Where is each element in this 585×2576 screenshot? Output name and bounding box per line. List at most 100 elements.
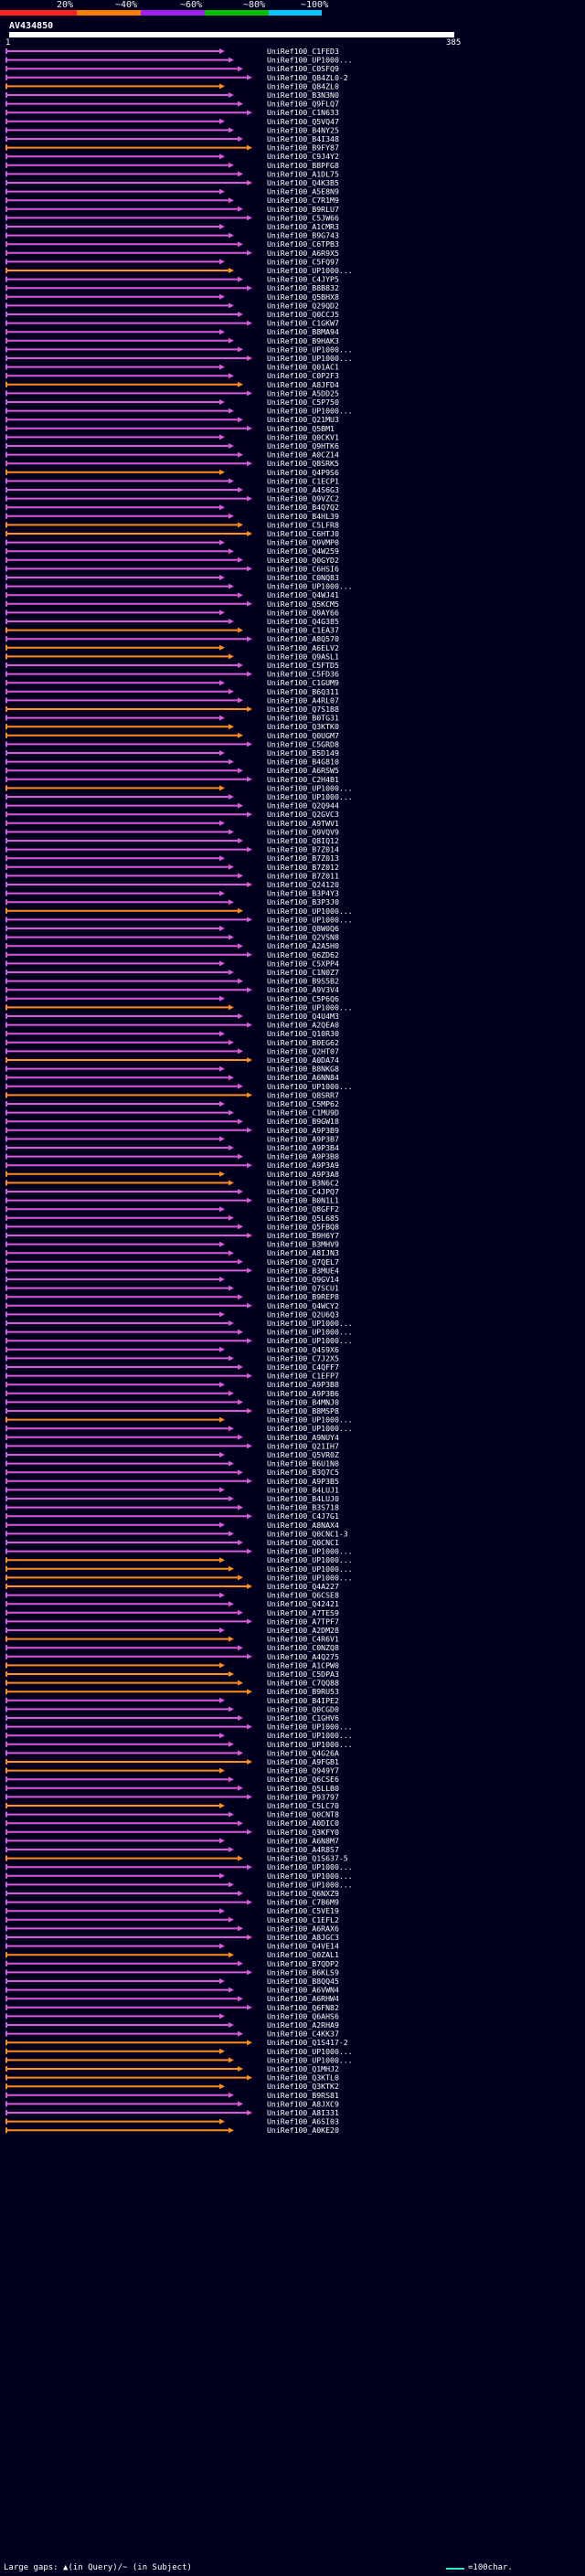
- hit-label[interactable]: UniRef100_UP1000...: [267, 407, 353, 416]
- hit-label[interactable]: UniRef100_B0EG62: [267, 1038, 339, 1047]
- hit-label[interactable]: UniRef100_A8NAX4: [267, 1521, 339, 1530]
- hit-label[interactable]: UniRef100_B3MUE4: [267, 1266, 339, 1275]
- hit-label[interactable]: UniRef100_A2QEA0: [267, 1021, 339, 1030]
- hit-label[interactable]: UniRef100_Q21IH7: [267, 1441, 339, 1450]
- hit-label[interactable]: UniRef100_Q9ASL1: [267, 652, 339, 661]
- hit-label[interactable]: UniRef100_C0P2F3: [267, 371, 339, 380]
- hit-label[interactable]: UniRef100_B8PFG8: [267, 161, 339, 170]
- hit-label[interactable]: UniRef100_A6RHW4: [267, 1994, 339, 2003]
- hit-label[interactable]: UniRef100_Q3KTK2: [267, 2082, 339, 2091]
- hit-label[interactable]: UniRef100_UP1000...: [267, 783, 353, 792]
- hit-label[interactable]: UniRef100_Q5BHX8: [267, 292, 339, 302]
- hit-label[interactable]: UniRef100_A5DD25: [267, 388, 339, 398]
- hit-label[interactable]: UniRef100_B7Z011: [267, 871, 339, 880]
- hit-label[interactable]: UniRef100_B9H6Y7: [267, 1231, 339, 1240]
- hit-label[interactable]: UniRef100_C7QQ88: [267, 1679, 339, 1688]
- hit-label[interactable]: UniRef100_B7Z012: [267, 863, 339, 872]
- hit-label[interactable]: UniRef100_C1GHV6: [267, 1713, 339, 1723]
- hit-label[interactable]: UniRef100_UP1000...: [267, 1336, 353, 1345]
- hit-label[interactable]: UniRef100_Q4WJ41: [267, 590, 339, 599]
- hit-label[interactable]: UniRef100_UP1000...: [267, 1740, 353, 1749]
- hit-label[interactable]: UniRef100_C1GKW7: [267, 319, 339, 328]
- hit-label[interactable]: UniRef100_Q3KTK0: [267, 722, 339, 731]
- hit-label[interactable]: UniRef100_A1DL75: [267, 169, 339, 178]
- hit-label[interactable]: UniRef100_Q1MHJ2: [267, 2064, 339, 2073]
- hit-label[interactable]: UniRef100_B4LUJ0: [267, 1494, 339, 1503]
- hit-label[interactable]: UniRef100_A9P3B9: [267, 1126, 339, 1135]
- hit-label[interactable]: UniRef100_C1N633: [267, 108, 339, 117]
- hit-label[interactable]: UniRef100_A7TPF7: [267, 1617, 339, 1626]
- hit-label[interactable]: UniRef100_Q84ZL0: [267, 81, 339, 90]
- hit-label[interactable]: UniRef100_A9P3A9: [267, 1161, 339, 1170]
- hit-label[interactable]: UniRef100_A7TES9: [267, 1608, 339, 1617]
- hit-label[interactable]: UniRef100_Q3KFY0: [267, 1828, 339, 1837]
- hit-label[interactable]: UniRef100_B9RU53: [267, 1687, 339, 1696]
- hit-label[interactable]: UniRef100_Q8SRR7: [267, 1090, 339, 1099]
- hit-label[interactable]: UniRef100_UP1000...: [267, 56, 353, 65]
- hit-label[interactable]: UniRef100_C7R1M9: [267, 196, 339, 205]
- hit-label[interactable]: UniRef100_Q5BM1: [267, 424, 335, 433]
- hit-label[interactable]: UniRef100_Q0UGM7: [267, 731, 339, 740]
- hit-label[interactable]: UniRef100_C1FED3: [267, 47, 339, 56]
- hit-label[interactable]: UniRef100_Q4A227: [267, 1582, 339, 1591]
- hit-label[interactable]: UniRef100_B9G743: [267, 231, 339, 240]
- hit-label[interactable]: UniRef100_Q7S1B8: [267, 705, 339, 714]
- hit-label[interactable]: UniRef100_Q5FBQ8: [267, 1222, 339, 1231]
- hit-label[interactable]: UniRef100_UP1000...: [267, 1547, 353, 1556]
- hit-label[interactable]: UniRef100_A6RAX6: [267, 1924, 339, 1933]
- hit-label[interactable]: UniRef100_Q9VQV9: [267, 827, 339, 836]
- hit-label[interactable]: UniRef100_UP1000...: [267, 1002, 353, 1012]
- hit-label[interactable]: UniRef100_UP1000...: [267, 582, 353, 591]
- hit-label[interactable]: UniRef100_B0N1L1: [267, 1196, 339, 1205]
- hit-label[interactable]: UniRef100_Q4WCY2: [267, 1301, 339, 1310]
- hit-label[interactable]: UniRef100_Q9VZC2: [267, 494, 339, 504]
- hit-label[interactable]: UniRef100_UP1000...: [267, 266, 353, 275]
- hit-label[interactable]: UniRef100_UP1000...: [267, 792, 353, 801]
- hit-label[interactable]: UniRef100_B8B832: [267, 283, 339, 292]
- hit-label[interactable]: UniRef100_A6N8M7: [267, 1836, 339, 1845]
- hit-label[interactable]: UniRef100_Q5VQ47: [267, 117, 339, 126]
- hit-label[interactable]: UniRef100_Q1S417-2: [267, 2038, 348, 2047]
- hit-label[interactable]: UniRef100_UP1000...: [267, 2055, 353, 2064]
- hit-label[interactable]: UniRef100_C5MP62: [267, 1099, 339, 1108]
- hit-label[interactable]: UniRef100_B4MNJ0: [267, 1397, 339, 1406]
- hit-label[interactable]: UniRef100_A2RHA9: [267, 2020, 339, 2030]
- hit-label[interactable]: UniRef100_C1MU9D: [267, 1108, 339, 1118]
- hit-label[interactable]: UniRef100_B4IPE2: [267, 1696, 339, 1705]
- hit-label[interactable]: UniRef100_Q7QEL7: [267, 1257, 339, 1267]
- hit-label[interactable]: UniRef100_A9FGB1: [267, 1757, 339, 1766]
- hit-label[interactable]: UniRef100_C4J7G1: [267, 1511, 339, 1521]
- hit-label[interactable]: UniRef100_A2A5H0: [267, 941, 339, 950]
- hit-label[interactable]: UniRef100_Q3KTL0: [267, 2073, 339, 2083]
- hit-label[interactable]: UniRef100_Q4S9X6: [267, 1345, 339, 1354]
- hit-label[interactable]: UniRef100_A8Q570: [267, 634, 339, 643]
- hit-label[interactable]: UniRef100_B6U1N0: [267, 1459, 339, 1468]
- hit-label[interactable]: UniRef100_Q4VE14: [267, 1942, 339, 1951]
- hit-label[interactable]: UniRef100_A6ELV2: [267, 643, 339, 652]
- hit-label[interactable]: UniRef100_C1EFP7: [267, 1372, 339, 1381]
- hit-label[interactable]: UniRef100_Q8SRK5: [267, 459, 339, 468]
- hit-label[interactable]: UniRef100_C4JYP5: [267, 275, 339, 284]
- hit-label[interactable]: UniRef100_Q01AC1: [267, 363, 339, 372]
- hit-label[interactable]: UniRef100_UP1000...: [267, 1555, 353, 1564]
- hit-label[interactable]: UniRef100_UP1000...: [267, 1880, 353, 1889]
- hit-label[interactable]: UniRef100_Q9HTK6: [267, 441, 339, 451]
- hit-label[interactable]: UniRef100_Q6AHS6: [267, 2011, 339, 2020]
- hit-label[interactable]: UniRef100_Q2GVC3: [267, 810, 339, 819]
- hit-label[interactable]: UniRef100_B4Q7Q2: [267, 503, 339, 512]
- hit-label[interactable]: UniRef100_A8I331: [267, 2108, 339, 2117]
- hit-label[interactable]: UniRef100_Q9FLQ7: [267, 100, 339, 109]
- hit-label[interactable]: UniRef100_A9P3A8: [267, 1170, 339, 1179]
- hit-label[interactable]: UniRef100_A8JXC9: [267, 2099, 339, 2108]
- hit-label[interactable]: UniRef100_Q6NXZ9: [267, 1889, 339, 1898]
- hit-label[interactable]: UniRef100_A0CZ14: [267, 451, 339, 460]
- hit-label[interactable]: UniRef100_Q4G26A: [267, 1748, 339, 1757]
- hit-label[interactable]: UniRef100_C5VE19: [267, 1906, 339, 1915]
- hit-label[interactable]: UniRef100_Q2Q944: [267, 801, 339, 811]
- hit-label[interactable]: UniRef100_C1GUM9: [267, 678, 339, 687]
- hit-label[interactable]: UniRef100_B3N6C2: [267, 1178, 339, 1187]
- hit-label[interactable]: UniRef100_UP1000...: [267, 915, 353, 924]
- hit-label[interactable]: UniRef100_UP1000...: [267, 354, 353, 363]
- hit-label[interactable]: UniRef100_C5FQ97: [267, 257, 339, 266]
- hit-label[interactable]: UniRef100_B9GW18: [267, 1117, 339, 1126]
